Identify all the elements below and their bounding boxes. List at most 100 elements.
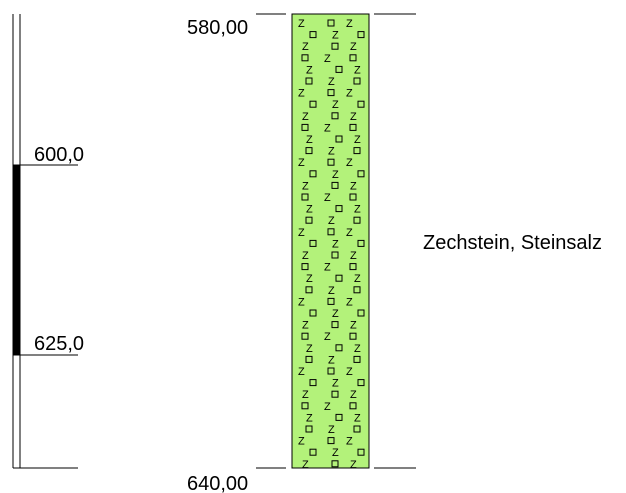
salt-square-symbol [301, 263, 309, 271]
salt-square-symbol [309, 239, 317, 247]
salt-z-symbol: Z [354, 273, 361, 285]
column-depth-labels: 580,00 640,00 [187, 13, 416, 493]
salt-z-symbol: Z [298, 366, 305, 378]
salt-square-symbol [357, 309, 365, 317]
salt-square-symbol [353, 216, 361, 224]
salt-square-symbol [349, 123, 357, 131]
salt-z-symbol: Z [306, 343, 313, 355]
ruler-label-625: 625,0 [34, 333, 84, 355]
salt-square-symbol [301, 193, 309, 201]
salt-square-symbol [305, 147, 313, 155]
salt-square-symbol [349, 193, 357, 201]
salt-square-symbol [335, 135, 343, 143]
salt-z-symbol: Z [306, 273, 313, 285]
salt-square-symbol [331, 390, 339, 398]
salt-square-symbol [349, 402, 357, 410]
salt-z-symbol: Z [328, 215, 335, 227]
salt-square-symbol [331, 321, 339, 329]
salt-square-symbol [301, 402, 309, 410]
salt-square-symbol [353, 77, 361, 85]
salt-square-symbol [309, 379, 317, 387]
salt-square-symbol [353, 425, 361, 433]
salt-square-symbol [309, 309, 317, 317]
salt-z-symbol: Z [306, 204, 313, 216]
salt-square-symbol [327, 367, 335, 375]
salt-z-symbol: Z [328, 76, 335, 88]
salt-z-symbol: Z [324, 53, 331, 65]
salt-square-symbol [309, 31, 317, 39]
salt-square-symbol [331, 112, 339, 120]
salt-square-symbol [335, 274, 343, 282]
salt-z-symbol: Z [298, 227, 305, 239]
salt-square-symbol [357, 100, 365, 108]
salt-square-symbol [335, 344, 343, 352]
salt-z-symbol: Z [350, 320, 357, 332]
salt-z-symbol: Z [306, 64, 313, 76]
salt-square-symbol [305, 286, 313, 294]
ruler-interval-bar [13, 165, 20, 355]
salt-z-symbol: Z [350, 389, 357, 401]
salt-square-symbol [309, 170, 317, 178]
salt-z-symbol: Z [346, 436, 353, 448]
salt-square-symbol [335, 413, 343, 421]
salt-z-symbol: Z [346, 88, 353, 100]
salt-square-symbol [357, 239, 365, 247]
salt-z-symbol: Z [298, 157, 305, 169]
salt-z-symbol: Z [332, 447, 339, 459]
salt-z-symbol: Z [324, 122, 331, 134]
salt-square-symbol [349, 332, 357, 340]
salt-z-symbol: Z [324, 401, 331, 413]
salt-z-symbol: Z [346, 366, 353, 378]
salt-square-symbol [331, 251, 339, 259]
salt-square-symbol [353, 355, 361, 363]
salt-square-symbol [327, 89, 335, 97]
salt-z-symbol: Z [346, 18, 353, 30]
salt-square-symbol [327, 297, 335, 305]
salt-square-symbol [301, 332, 309, 340]
salt-z-symbol: Z [354, 343, 361, 355]
salt-square-symbol [331, 42, 339, 50]
salt-z-symbol: Z [324, 331, 331, 343]
salt-square-symbol [353, 286, 361, 294]
salt-z-symbol: Z [354, 204, 361, 216]
salt-square-symbol [357, 170, 365, 178]
depth-ruler: 600,0 625,0 [12, 14, 84, 469]
salt-z-symbol: Z [332, 169, 339, 181]
column-bottom-depth-label: 640,00 [187, 473, 248, 493]
salt-z-symbol: Z [350, 41, 357, 53]
salt-z-symbol: Z [354, 64, 361, 76]
salt-z-symbol: Z [298, 18, 305, 30]
steinsalz-pattern: Z ZZZ ZZZ ZZZ ZZZ ZZZ ZZZ ZZZ ZZZ ZZZ ZZZ ZZZ ZZZ ZZZ… [298, 18, 365, 471]
salt-square-symbol [349, 54, 357, 62]
salt-square-symbol [335, 65, 343, 73]
salt-z-symbol: Z [302, 250, 309, 262]
salt-z-symbol: Z [350, 250, 357, 262]
salt-z-symbol: Z [302, 459, 309, 471]
salt-z-symbol: Z [350, 180, 357, 192]
salt-square-symbol [309, 448, 317, 456]
salt-z-symbol: Z [350, 111, 357, 123]
salt-z-symbol: Z [298, 88, 305, 100]
salt-square-symbol [335, 205, 343, 213]
salt-z-symbol: Z [328, 424, 335, 436]
salt-z-symbol: Z [332, 238, 339, 250]
salt-z-symbol: Z [298, 436, 305, 448]
salt-square-symbol [357, 379, 365, 387]
salt-z-symbol: Z [328, 146, 335, 158]
salt-z-symbol: Z [306, 134, 313, 146]
lithology-column: Z ZZZ ZZZ ZZZ ZZZ ZZZ ZZZ ZZZ ZZZ ZZZ ZZZ ZZZ ZZZ ZZZ… [291, 13, 370, 471]
salt-z-symbol: Z [354, 412, 361, 424]
salt-z-symbol: Z [302, 111, 309, 123]
salt-z-symbol: Z [346, 157, 353, 169]
salt-square-symbol [331, 460, 339, 468]
salt-z-symbol: Z [332, 30, 339, 42]
salt-square-symbol [301, 123, 309, 131]
salt-square-symbol [353, 147, 361, 155]
salt-z-symbol: Z [350, 459, 357, 471]
salt-z-symbol: Z [332, 99, 339, 111]
salt-z-symbol: Z [328, 354, 335, 366]
salt-square-symbol [327, 228, 335, 236]
salt-z-symbol: Z [332, 378, 339, 390]
salt-square-symbol [357, 31, 365, 39]
